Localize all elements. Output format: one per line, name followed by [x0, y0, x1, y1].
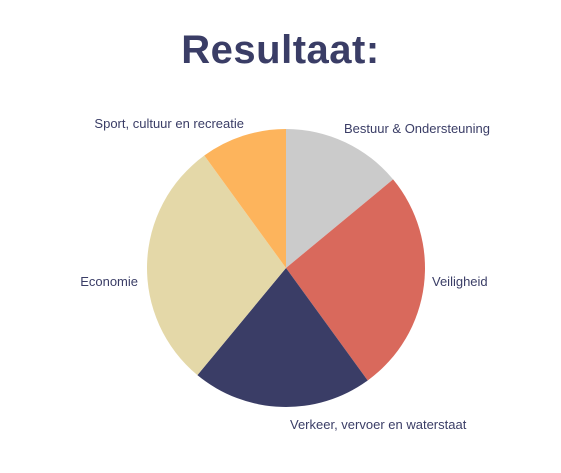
slice-labels: Bestuur & Ondersteuning Veiligheid Verkeer…: [80, 116, 490, 432]
slice-label-1: Bestuur & Ondersteuning: [344, 121, 490, 136]
slice-label-4: Economie: [80, 274, 138, 289]
pie-slice-1: [286, 129, 394, 268]
pie-slices: [147, 129, 425, 407]
pie-slice-3: [197, 268, 368, 407]
slice-label-3: Verkeer, vervoer en waterstaat: [290, 417, 467, 432]
pie-slice-2: [286, 179, 425, 381]
slice-label-2: Veiligheid: [432, 274, 488, 289]
slice-label-5: Sport, cultuur en recreatie: [94, 116, 244, 131]
chart-title: Resultaat:: [181, 28, 380, 72]
pie-slice-4: [147, 155, 286, 376]
pie-slice-5: [204, 129, 286, 268]
